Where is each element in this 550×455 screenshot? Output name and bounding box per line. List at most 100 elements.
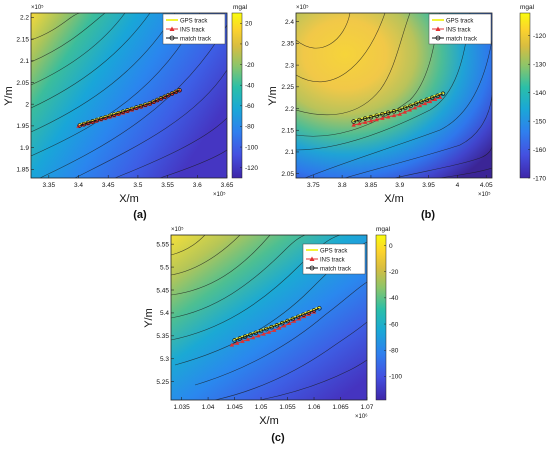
match-track-point	[368, 114, 374, 120]
panel-b-colorbar-ticks: -120 -130 -140 -150 -160 -170	[528, 33, 546, 182]
colorbar-tick-label: -20	[389, 269, 399, 276]
x-tick-label: 3.75	[307, 182, 320, 189]
panel-b-legend: GPS track INS track match track	[428, 13, 492, 45]
ins-track-point	[437, 95, 443, 99]
match-track-point	[177, 88, 182, 93]
y-tick-label: 5.5	[160, 264, 169, 271]
match-track-point	[134, 105, 139, 110]
panel-a-colorbar	[231, 12, 243, 179]
match-track-point	[295, 314, 301, 320]
colorbar-tick-label: 0	[389, 243, 393, 250]
match-track-point	[374, 113, 379, 118]
legend-ins-marker	[169, 26, 175, 31]
ins-track-point	[286, 321, 292, 326]
panel-a-tracks	[76, 88, 182, 128]
match-track-point	[248, 332, 253, 337]
match-track-point	[380, 111, 385, 117]
match-track-point	[107, 113, 113, 119]
y-tick-label: 1.95	[16, 123, 29, 130]
ins-track-point	[245, 337, 251, 342]
x-tick-label: 3.65	[221, 182, 234, 189]
ins-track-point	[427, 99, 433, 104]
match-track-point	[317, 306, 322, 311]
ins-track-point	[380, 116, 385, 120]
x-tick-label: 1.035	[173, 404, 190, 411]
match-track-point	[408, 103, 413, 109]
panel-b-ylabel: Y/m	[267, 86, 279, 106]
panel-a-y-exponent: ×10⁵	[31, 4, 44, 11]
y-tick-label: 5.3	[160, 356, 169, 363]
match-track-point	[413, 101, 419, 107]
colorbar-tick-label: -130	[533, 62, 546, 69]
ins-track-point	[386, 114, 391, 119]
panel-c-x-exponent: ×10⁶	[355, 413, 368, 420]
x-tick-label: 3.55	[161, 182, 174, 189]
panel-b-colorbar-unit: mgal	[520, 4, 535, 11]
legend-gps-label: GPS track	[320, 249, 348, 255]
legend-ins-label: INS track	[180, 28, 206, 34]
panel-c-caption: (c)	[271, 432, 285, 444]
match-track-point	[258, 328, 264, 334]
panel-b-contours	[296, 13, 492, 178]
match-track-point	[173, 89, 179, 95]
panel-b-axes-box	[295, 12, 493, 179]
legend-ins-label: INS track	[320, 258, 346, 264]
panel-b-tracks	[351, 91, 446, 127]
panel-b-ticks: 3.75 3.8 3.85 3.9 3.95 4 4.05 2.05 2.1 2.15 2.2 2.2…	[281, 19, 493, 189]
x-tick-label: 3.6	[193, 182, 202, 189]
match-track-point	[253, 330, 259, 336]
colorbar-tick-label: -100	[389, 374, 402, 381]
y-tick-label: 5.55	[156, 241, 169, 248]
colorbar-tick-label: -80	[245, 124, 255, 131]
panel-a-colorbar-ticks: 20 0 -20 -40 -60 -80 -100 -120	[240, 21, 258, 172]
x-tick-label: 3.35	[42, 182, 55, 189]
colorbar-tick-label: -100	[245, 144, 258, 151]
y-tick-label: 2.05	[281, 171, 294, 178]
match-track-point	[429, 95, 435, 101]
colorbar-tick-label: -120	[533, 33, 546, 40]
panel-a-axes-box	[30, 12, 228, 179]
ins-track-point	[240, 339, 245, 343]
legend-match-label: match track	[446, 37, 478, 43]
y-tick-label: 2.25	[281, 84, 294, 91]
ins-track-point	[351, 122, 356, 127]
x-tick-label: 1.07	[361, 404, 374, 411]
match-track-point	[81, 121, 87, 127]
panel-b-colorbar	[519, 12, 531, 179]
x-tick-label: 4	[456, 182, 460, 189]
match-track-point	[402, 105, 408, 111]
x-tick-label: 3.45	[102, 182, 115, 189]
match-track-point	[440, 91, 446, 97]
y-tick-label: 2.15	[16, 36, 29, 43]
panel-a-xlabel: X/m	[119, 193, 139, 205]
x-tick-label: 3.4	[74, 182, 83, 189]
match-track-point	[269, 324, 274, 330]
colorbar-tick-label: -150	[533, 118, 546, 125]
x-tick-label: 3.5	[133, 182, 142, 189]
match-track-point	[98, 116, 104, 121]
ins-track-point	[432, 97, 438, 101]
colorbar-tick-label: -40	[245, 82, 255, 89]
match-track-point	[301, 312, 306, 317]
panel-c-ylabel: Y/m	[143, 308, 155, 328]
match-track-point	[86, 120, 91, 125]
ins-track-point	[256, 333, 261, 338]
colorbar-tick-label: -60	[245, 103, 255, 110]
match-track-point	[435, 93, 440, 99]
panel-c-axes-box	[170, 234, 368, 401]
ins-track-point	[229, 342, 235, 347]
match-track-point	[94, 117, 100, 123]
y-tick-label: 2.4	[285, 19, 294, 26]
y-tick-label: 5.25	[156, 379, 169, 386]
y-tick-label: 2.2	[285, 106, 294, 113]
panel-c-legend: GPS track INS track match track	[302, 243, 366, 275]
panel-c-colorbar-ticks: 0 -20 -40 -60 -80 -100	[384, 243, 402, 381]
match-track-point	[129, 106, 135, 112]
ins-track-point	[235, 340, 240, 345]
ins-track-point	[76, 124, 81, 128]
panel-b: 3.75 3.8 3.85 3.9 3.95 4 4.05 2.05 2.1 2.15 2.2 2.2…	[267, 4, 546, 221]
y-tick-label: 5.4	[160, 310, 169, 317]
y-tick-label: 2.05	[16, 80, 29, 87]
match-track-point	[116, 110, 121, 116]
panel-c-colorbar-unit: mgal	[376, 226, 391, 233]
